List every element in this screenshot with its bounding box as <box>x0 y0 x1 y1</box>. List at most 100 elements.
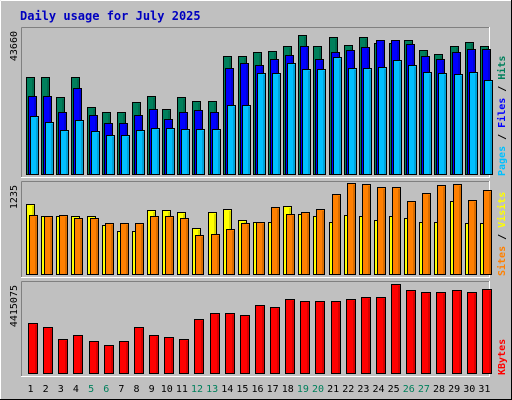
x-tick-label-day-8: 8 <box>133 384 139 395</box>
x-tick-label-day-26: 26 <box>403 384 415 395</box>
bar-pages-day-2 <box>45 122 54 175</box>
bar-kbytes-day-26 <box>406 290 416 374</box>
bar-sites-day-10 <box>165 216 174 275</box>
bar-sites-day-13 <box>211 234 220 275</box>
bar-kbytes-day-2 <box>43 327 53 374</box>
bar-sites-day-28 <box>437 185 446 275</box>
bar-kbytes-day-11 <box>179 339 189 374</box>
bar-sites-day-20 <box>316 209 325 275</box>
x-tick-label-day-4: 4 <box>73 384 79 395</box>
bar-kbytes-day-7 <box>119 341 129 374</box>
bar-kbytes-day-22 <box>346 299 356 374</box>
x-tick-label-day-25: 25 <box>388 384 400 395</box>
x-axis-day-labels: 1 2 3 4 5 6 7 8 9 10 11 12 13 14 15 16 17 18 19 20 21 22 23 24 2… <box>28 384 491 395</box>
bar-kbytes-day-25 <box>391 284 401 374</box>
bar-kbytes-day-13 <box>210 313 220 374</box>
bar-kbytes-day-27 <box>421 292 431 374</box>
bar-sites-day-2 <box>44 216 53 275</box>
bar-sites-day-29 <box>453 184 462 275</box>
bar-sites-day-31 <box>483 190 492 275</box>
bar-pages-day-24 <box>378 67 387 175</box>
bar-kbytes-day-21 <box>331 301 341 374</box>
legend-part-1: / <box>497 128 508 146</box>
bar-pages-day-26 <box>408 65 417 175</box>
x-tick-label-day-13: 13 <box>206 384 218 395</box>
x-tick-label-day-19: 19 <box>297 384 309 395</box>
bar-kbytes-day-6 <box>104 345 114 374</box>
series-sites <box>29 183 492 275</box>
panel-hits-files-pages: 43660 Pages / Files / Hits <box>9 27 508 178</box>
bar-kbytes-day-14 <box>225 313 235 374</box>
x-tick-label-day-12: 12 <box>191 384 203 395</box>
bar-sites-day-5 <box>90 218 99 275</box>
x-tick-label-day-18: 18 <box>282 384 294 395</box>
x-tick-label-day-29: 29 <box>448 384 460 395</box>
bar-sites-day-9 <box>150 216 159 275</box>
panel-kbytes-ymax-label: 4415075 <box>9 285 20 327</box>
legend-part-1: / <box>497 228 508 246</box>
x-tick-label-day-5: 5 <box>88 384 94 395</box>
x-tick-label-day-6: 6 <box>103 384 109 395</box>
x-tick-label-day-31: 31 <box>478 384 490 395</box>
bar-pages-day-29 <box>454 74 463 175</box>
x-tick-label-day-30: 30 <box>463 384 475 395</box>
bar-sites-day-8 <box>135 223 144 275</box>
bar-pages-day-9 <box>151 128 160 175</box>
x-tick-label-day-16: 16 <box>251 384 263 395</box>
bar-kbytes-day-16 <box>255 305 265 374</box>
bar-pages-day-12 <box>196 129 205 175</box>
bar-sites-day-14 <box>226 229 235 275</box>
x-tick-label-day-23: 23 <box>357 384 369 395</box>
x-tick-label-day-3: 3 <box>58 384 64 395</box>
bar-kbytes-day-30 <box>467 292 477 374</box>
x-tick-label-day-10: 10 <box>161 384 173 395</box>
bar-kbytes-day-23 <box>361 297 371 374</box>
bar-pages-day-1 <box>30 116 39 175</box>
bar-sites-day-17 <box>271 207 280 275</box>
bar-pages-day-11 <box>181 129 190 175</box>
bar-kbytes-day-31 <box>482 289 492 374</box>
bar-sites-day-6 <box>105 223 114 275</box>
bar-pages-day-30 <box>469 72 478 175</box>
x-tick-label-day-9: 9 <box>149 384 155 395</box>
panel-kbytes-legend: KBytes <box>497 339 508 375</box>
bar-pages-day-25 <box>393 60 402 175</box>
x-tick-label-day-20: 20 <box>312 384 324 395</box>
bar-pages-day-10 <box>166 128 175 175</box>
bar-pages-day-18 <box>287 63 296 175</box>
bar-sites-day-16 <box>256 222 265 275</box>
bar-kbytes-day-20 <box>315 301 325 374</box>
legend-part-0: Sites <box>496 246 508 276</box>
x-tick-label-day-22: 22 <box>342 384 354 395</box>
bar-sites-day-30 <box>468 200 477 275</box>
bar-kbytes-day-18 <box>285 299 295 374</box>
bar-sites-day-25 <box>392 187 401 275</box>
bar-pages-day-6 <box>106 135 115 175</box>
bar-pages-day-31 <box>484 80 493 175</box>
bar-sites-day-3 <box>59 215 68 275</box>
bar-pages-day-14 <box>227 105 236 175</box>
bar-kbytes-day-28 <box>436 292 446 374</box>
x-tick-label-day-21: 21 <box>327 384 339 395</box>
bar-sites-day-24 <box>377 187 386 275</box>
bar-sites-day-19 <box>301 212 310 275</box>
bar-pages-day-8 <box>136 130 145 175</box>
bar-kbytes-day-10 <box>164 337 174 374</box>
bar-sites-day-11 <box>180 218 189 275</box>
legend-part-0: KBytes <box>497 339 508 375</box>
legend-part-4: Hits <box>496 56 508 80</box>
panel-hits-files-pages-legend: Pages / Files / Hits <box>496 56 508 176</box>
bar-sites-day-23 <box>362 184 371 275</box>
bar-kbytes-day-4 <box>73 335 83 374</box>
bar-sites-day-15 <box>241 223 250 275</box>
bar-kbytes-day-12 <box>194 319 204 374</box>
legend-part-3: / <box>497 80 508 98</box>
series-kbytes <box>28 284 492 374</box>
bar-pages-day-19 <box>302 69 311 175</box>
bar-kbytes-day-15 <box>240 315 250 374</box>
series-pages <box>30 57 493 175</box>
bar-pages-day-3 <box>60 130 69 175</box>
bar-pages-day-22 <box>348 68 357 175</box>
legend-part-2: Files <box>496 98 508 128</box>
bar-pages-day-27 <box>423 72 432 175</box>
